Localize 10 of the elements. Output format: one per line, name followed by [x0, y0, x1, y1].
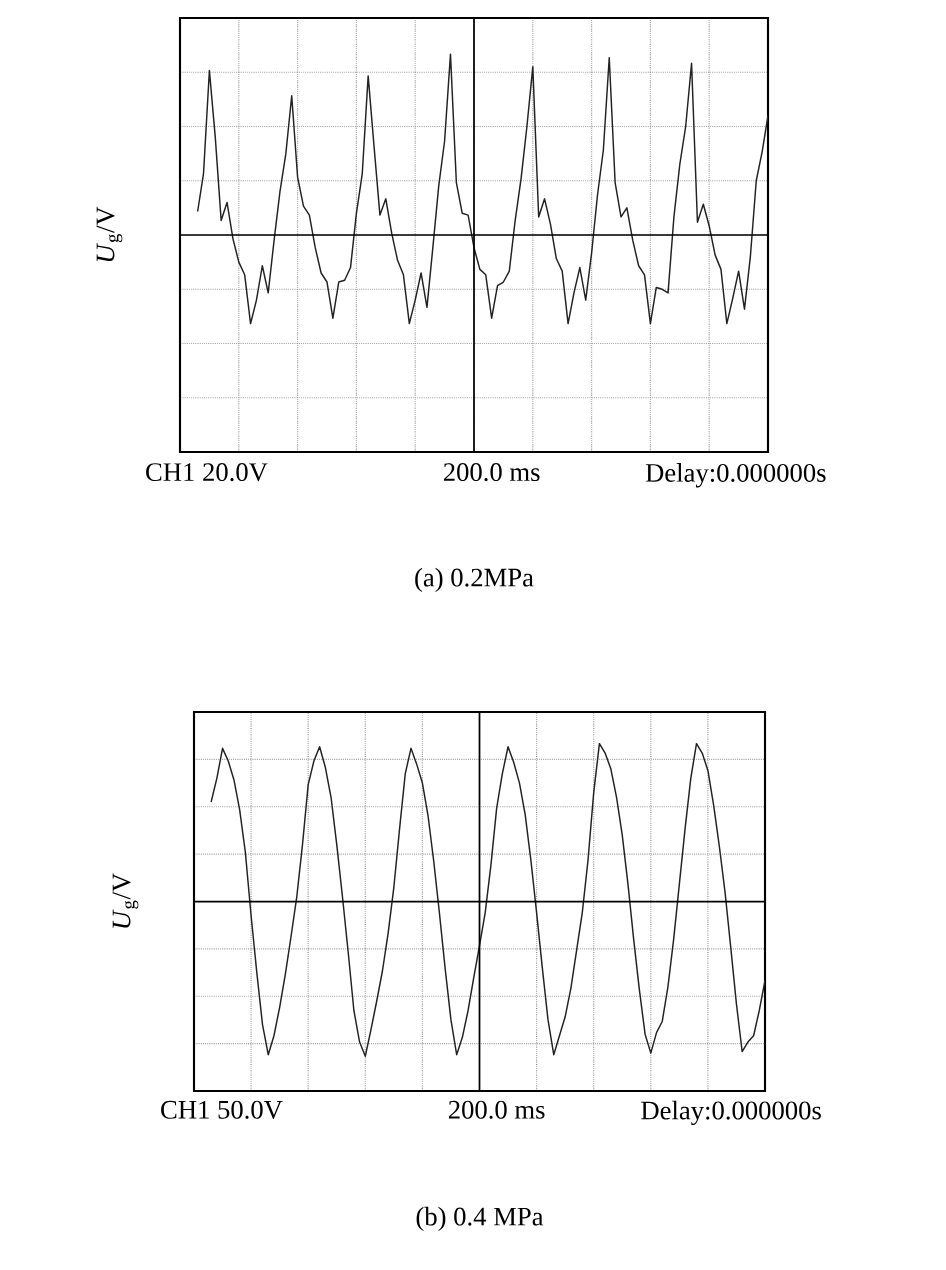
text: Delay:0.000000s — [645, 463, 826, 488]
text: (b) 0.4 MPa — [416, 1206, 544, 1232]
text: Delay:0.000000s — [641, 1100, 821, 1126]
text: 200.0 ms — [443, 463, 540, 482]
text: (a) 0.2MPa — [415, 567, 534, 592]
y-axis-title: U$_{g}$/V — [112, 873, 139, 928]
y-axis-title: U$_{g}$/V — [96, 206, 123, 262]
text: 200.0 ms — [448, 1100, 545, 1119]
text: CH1 50.0V — [161, 1100, 283, 1119]
text: CH1 20.0V — [146, 463, 268, 482]
